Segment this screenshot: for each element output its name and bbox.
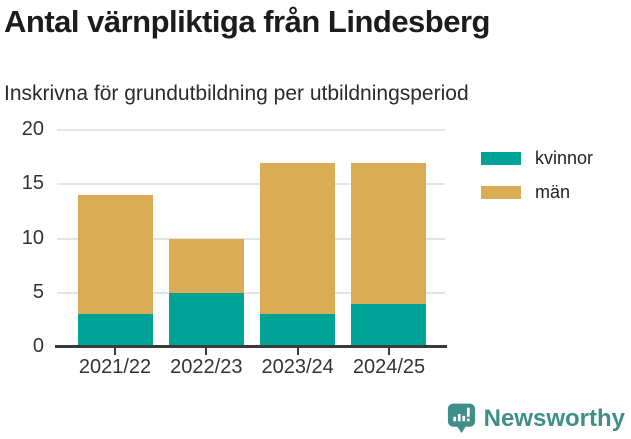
chart-subtitle: Inskrivna för grundutbildning per utbild… [4,82,469,105]
bar-segment-män [168,238,244,293]
bar-segment-kvinnor [77,314,153,347]
gridline [57,291,445,294]
legend-swatch [481,152,521,165]
x-axis-tick [387,348,390,355]
y-axis-tick-label: 10 [21,226,44,249]
legend-item-kvinnor: kvinnor [481,148,593,169]
newsworthy-logo-icon [447,403,475,434]
x-axis-tick [205,348,208,355]
bar-segment-män [77,195,153,315]
x-axis-tick-label: 2023/24 [261,356,334,378]
newsworthy-logo-text: Newsworthy [483,405,625,432]
y-axis-tick-label: 20 [21,118,44,140]
x-axis-tick [114,348,116,355]
legend-swatch [481,186,521,199]
chart-title: Antal värnpliktiga från Lindesberg [4,4,490,39]
x-axis-line [55,345,447,348]
x-axis-tick-label: 2022/23 [170,356,243,378]
bar-segment-män [260,162,336,315]
legend-label: kvinnor [535,148,594,168]
y-axis-tick-label: 15 [21,172,44,195]
gridline [57,129,445,131]
y-axis-tick-label: 0 [32,335,44,357]
legend: kvinnor män [481,148,593,216]
bar-segment-kvinnor [168,292,244,347]
gridline [57,237,445,240]
bar-segment-kvinnor [351,303,427,347]
x-axis-tick-label: 2021/22 [78,356,152,378]
bar-segment-kvinnor [260,314,336,347]
legend-label: män [535,182,571,202]
gridline [57,183,445,186]
x-axis-tick-label: 2024/25 [352,356,426,378]
x-axis-tick [296,348,299,355]
branding: Newsworthy [447,403,625,435]
y-axis-tick-label: 5 [32,280,44,303]
bar-segment-män [351,162,427,304]
legend-item-män: män [481,182,593,203]
